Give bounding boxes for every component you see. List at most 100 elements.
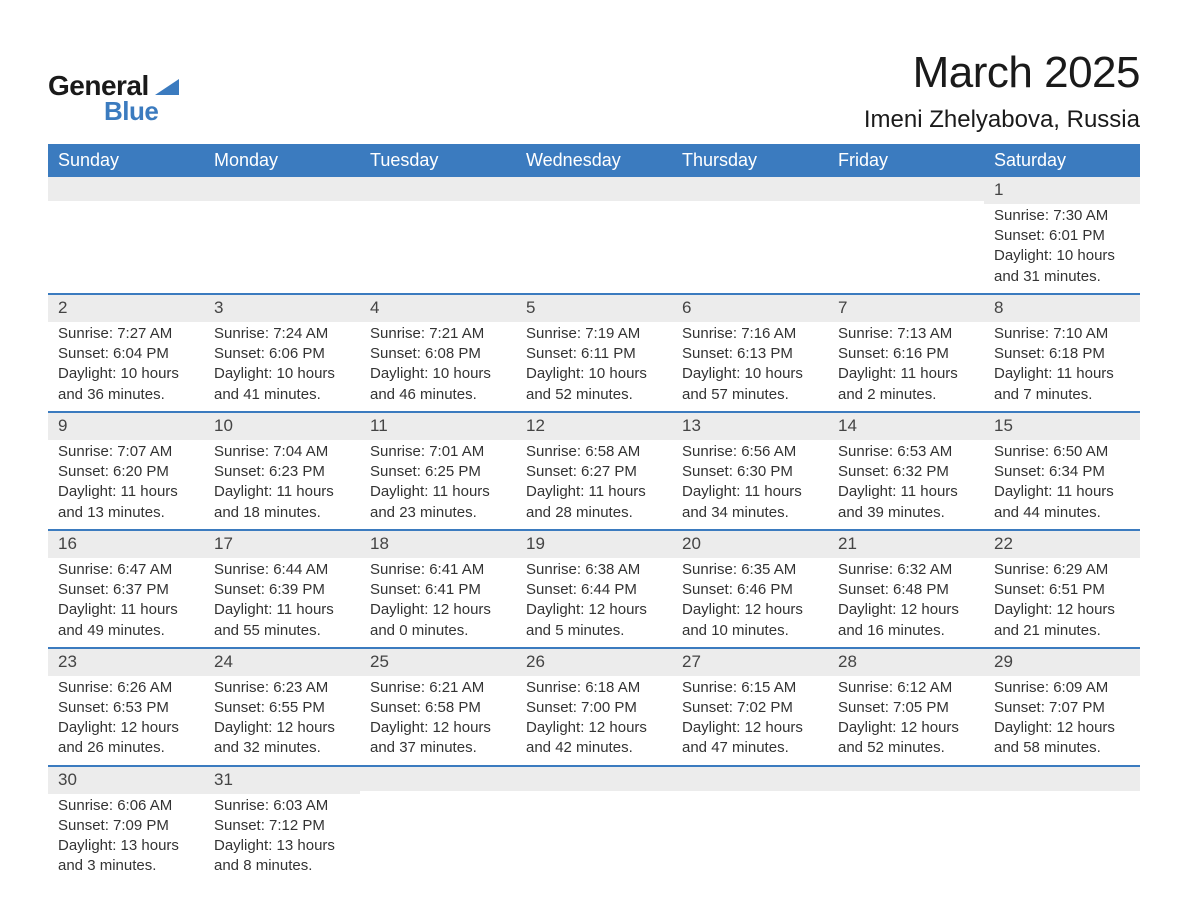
calendar-day-cell: 21Sunrise: 6:32 AMSunset: 6:48 PMDayligh… [828,531,984,647]
sunrise-text: Sunrise: 7:13 AM [838,324,974,344]
day-number: 18 [360,531,516,558]
day-details: Sunrise: 7:24 AMSunset: 6:06 PMDaylight:… [204,322,360,405]
day-number: 20 [672,531,828,558]
sunrise-text: Sunrise: 7:10 AM [994,324,1130,344]
daylight-text: Daylight: 12 hours [682,718,818,738]
sunset-text: Sunset: 6:27 PM [526,462,662,482]
sunrise-text: Sunrise: 6:18 AM [526,678,662,698]
day-details: Sunrise: 6:18 AMSunset: 7:00 PMDaylight:… [516,676,672,759]
sunrise-text: Sunrise: 6:12 AM [838,678,974,698]
calendar-day-cell: 6Sunrise: 7:16 AMSunset: 6:13 PMDaylight… [672,295,828,411]
sunset-text: Sunset: 6:39 PM [214,580,350,600]
day-details: Sunrise: 6:41 AMSunset: 6:41 PMDaylight:… [360,558,516,641]
sunset-text: Sunset: 6:25 PM [370,462,506,482]
sunrise-text: Sunrise: 6:32 AM [838,560,974,580]
sunset-text: Sunset: 6:08 PM [370,344,506,364]
calendar-day-cell: 31Sunrise: 6:03 AMSunset: 7:12 PMDayligh… [204,767,360,883]
sunset-text: Sunset: 6:34 PM [994,462,1130,482]
daylight-text: Daylight: 11 hours [994,364,1130,384]
calendar-week-row: 2Sunrise: 7:27 AMSunset: 6:04 PMDaylight… [48,293,1140,411]
calendar-day-cell [360,177,516,293]
calendar-day-cell: 2Sunrise: 7:27 AMSunset: 6:04 PMDaylight… [48,295,204,411]
day-details: Sunrise: 6:53 AMSunset: 6:32 PMDaylight:… [828,440,984,523]
day-number [984,767,1140,791]
daylight-text: Daylight: 11 hours [682,482,818,502]
calendar-week-row: 9Sunrise: 7:07 AMSunset: 6:20 PMDaylight… [48,411,1140,529]
day-number [828,767,984,791]
sunrise-text: Sunrise: 6:23 AM [214,678,350,698]
daylight-text: Daylight: 12 hours [214,718,350,738]
daylight-text: and 57 minutes. [682,385,818,405]
day-number: 27 [672,649,828,676]
calendar-day-cell [204,177,360,293]
day-number [516,767,672,791]
calendar-day-cell: 19Sunrise: 6:38 AMSunset: 6:44 PMDayligh… [516,531,672,647]
sunrise-text: Sunrise: 6:56 AM [682,442,818,462]
daylight-text: and 37 minutes. [370,738,506,758]
daylight-text: Daylight: 10 hours [214,364,350,384]
daylight-text: and 8 minutes. [214,856,350,876]
sunrise-text: Sunrise: 6:47 AM [58,560,194,580]
sunset-text: Sunset: 7:00 PM [526,698,662,718]
sunset-text: Sunset: 6:16 PM [838,344,974,364]
calendar-day-cell: 9Sunrise: 7:07 AMSunset: 6:20 PMDaylight… [48,413,204,529]
day-number: 5 [516,295,672,322]
daylight-text: and 21 minutes. [994,621,1130,641]
daylight-text: and 18 minutes. [214,503,350,523]
day-details: Sunrise: 7:19 AMSunset: 6:11 PMDaylight:… [516,322,672,405]
sunrise-text: Sunrise: 7:04 AM [214,442,350,462]
day-number [828,177,984,201]
sunrise-text: Sunrise: 6:41 AM [370,560,506,580]
daylight-text: Daylight: 12 hours [682,600,818,620]
header: General Blue March 2025 Imeni Zhelyabova… [48,48,1140,134]
calendar-day-cell: 17Sunrise: 6:44 AMSunset: 6:39 PMDayligh… [204,531,360,647]
day-details: Sunrise: 7:01 AMSunset: 6:25 PMDaylight:… [360,440,516,523]
day-details: Sunrise: 7:04 AMSunset: 6:23 PMDaylight:… [204,440,360,523]
sunset-text: Sunset: 7:07 PM [994,698,1130,718]
title-block: March 2025 Imeni Zhelyabova, Russia [864,48,1140,134]
daylight-text: Daylight: 12 hours [994,600,1130,620]
sunrise-text: Sunrise: 6:35 AM [682,560,818,580]
brand-logo: General Blue [48,70,179,127]
daylight-text: and 26 minutes. [58,738,194,758]
daylight-text: and 10 minutes. [682,621,818,641]
sunset-text: Sunset: 6:58 PM [370,698,506,718]
day-details: Sunrise: 6:09 AMSunset: 7:07 PMDaylight:… [984,676,1140,759]
sunset-text: Sunset: 7:05 PM [838,698,974,718]
daylight-text: and 44 minutes. [994,503,1130,523]
sunrise-text: Sunrise: 7:30 AM [994,206,1130,226]
day-details: Sunrise: 7:07 AMSunset: 6:20 PMDaylight:… [48,440,204,523]
daylight-text: Daylight: 11 hours [214,482,350,502]
daylight-text: Daylight: 11 hours [58,600,194,620]
brand-blue: Blue [104,96,158,127]
daylight-text: Daylight: 11 hours [370,482,506,502]
calendar-day-cell [48,177,204,293]
daylight-text: and 34 minutes. [682,503,818,523]
day-details: Sunrise: 6:56 AMSunset: 6:30 PMDaylight:… [672,440,828,523]
day-number: 11 [360,413,516,440]
daylight-text: Daylight: 12 hours [58,718,194,738]
sunset-text: Sunset: 7:12 PM [214,816,350,836]
calendar: Sunday Monday Tuesday Wednesday Thursday… [48,144,1140,883]
day-number: 6 [672,295,828,322]
daylight-text: Daylight: 12 hours [370,718,506,738]
sunrise-text: Sunrise: 6:06 AM [58,796,194,816]
day-number: 30 [48,767,204,794]
day-details: Sunrise: 6:15 AMSunset: 7:02 PMDaylight:… [672,676,828,759]
weekday-header: Thursday [672,144,828,177]
sunset-text: Sunset: 6:04 PM [58,344,194,364]
sunrise-text: Sunrise: 6:29 AM [994,560,1130,580]
day-number: 12 [516,413,672,440]
day-number [360,177,516,201]
daylight-text: Daylight: 12 hours [370,600,506,620]
calendar-week-row: 30Sunrise: 6:06 AMSunset: 7:09 PMDayligh… [48,765,1140,883]
sunset-text: Sunset: 6:01 PM [994,226,1130,246]
day-details: Sunrise: 6:29 AMSunset: 6:51 PMDaylight:… [984,558,1140,641]
day-number: 24 [204,649,360,676]
calendar-day-cell: 12Sunrise: 6:58 AMSunset: 6:27 PMDayligh… [516,413,672,529]
calendar-day-cell [828,767,984,883]
calendar-day-cell [984,767,1140,883]
weekday-header: Friday [828,144,984,177]
daylight-text: Daylight: 11 hours [526,482,662,502]
day-number: 7 [828,295,984,322]
